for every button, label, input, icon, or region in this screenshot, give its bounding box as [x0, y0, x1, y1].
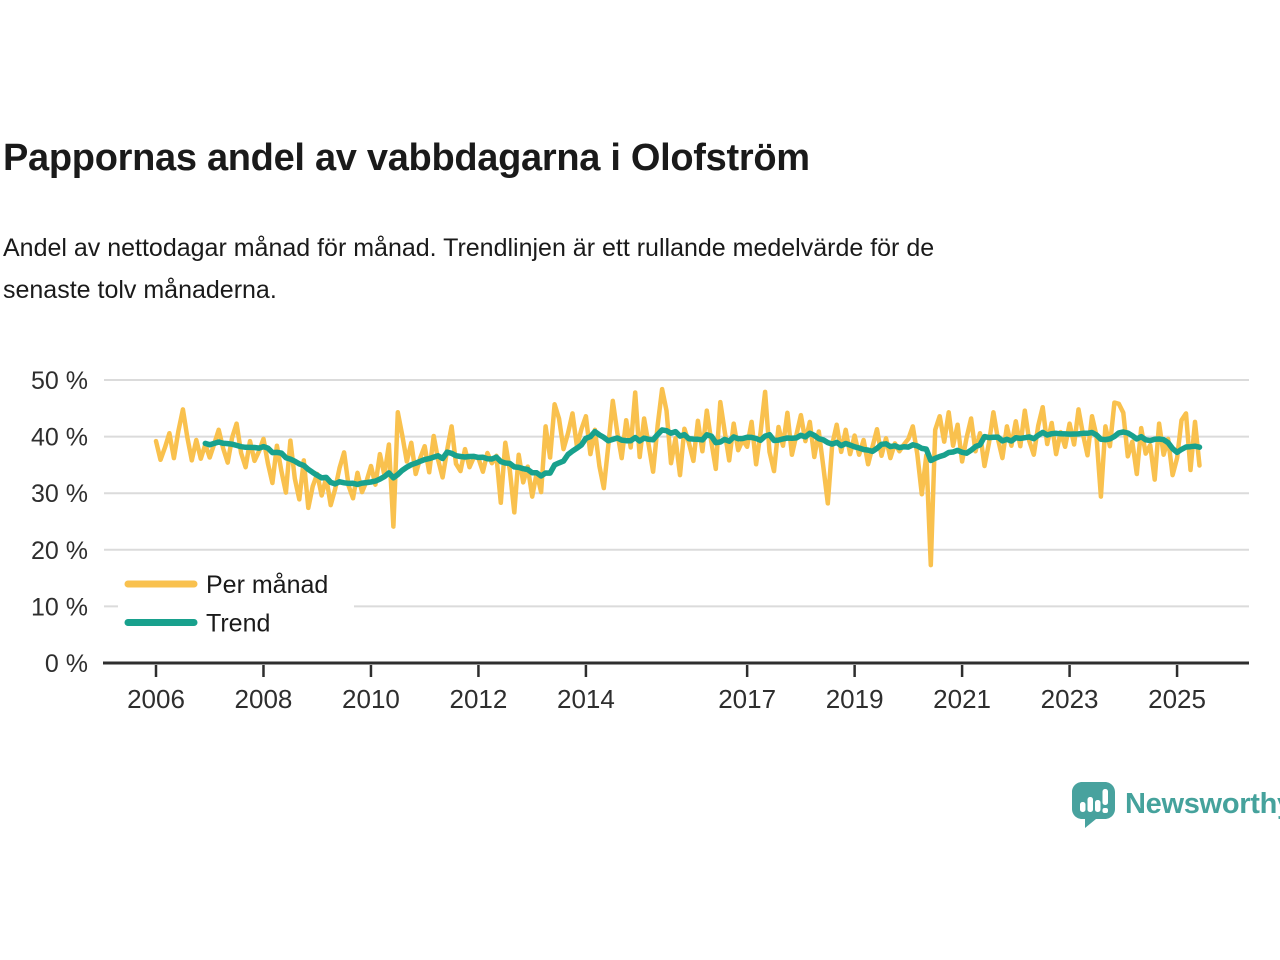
y-tick-label: 10 %: [31, 593, 88, 621]
x-tick-label: 2006: [127, 684, 185, 714]
x-tick-label: 2021: [933, 684, 991, 714]
x-tick-label: 2008: [235, 684, 293, 714]
y-tick-label: 20 %: [31, 537, 88, 565]
line-chart: 2006 2008 2010 2012 2014 2017 2019 2021 2023 2025…: [31, 367, 1249, 714]
x-tick-label: 2019: [826, 684, 884, 714]
x-tick-label: 2023: [1041, 684, 1099, 714]
chart-subtitle: Andel av nettodagar månad för månad. Tre…: [3, 227, 934, 311]
monthly-line: [153, 386, 1202, 568]
newsworthy-logo-icon: [1072, 782, 1115, 828]
legend-label: Per månad: [206, 571, 328, 599]
x-tick-label: 2012: [450, 684, 508, 714]
chart-subtitle-line-2: senaste tolv månaderna.: [3, 276, 277, 304]
chart-title: Pappornas andel av vabbdagarna i Olofstr…: [3, 137, 810, 179]
x-tick-label: 2025: [1148, 684, 1206, 714]
newsworthy-logo: Newsworthy: [1071, 781, 1280, 828]
y-tick-label: 40 %: [31, 424, 88, 452]
legend-label: Trend: [206, 610, 270, 638]
legend-background: [118, 559, 354, 645]
newsworthy-logo-text: Newsworthy: [1125, 788, 1280, 820]
x-tick-label: 2010: [342, 684, 400, 714]
trend-line: [202, 427, 1203, 488]
y-tick-label: 30 %: [31, 480, 88, 508]
x-tick-label: 2017: [718, 684, 776, 714]
chart-subtitle-line-1: Andel av nettodagar månad för månad. Tre…: [3, 234, 935, 262]
y-tick-label: 50 %: [31, 367, 88, 395]
x-tick-label: 2014: [557, 684, 615, 714]
y-tick-label: 0 %: [45, 650, 88, 678]
